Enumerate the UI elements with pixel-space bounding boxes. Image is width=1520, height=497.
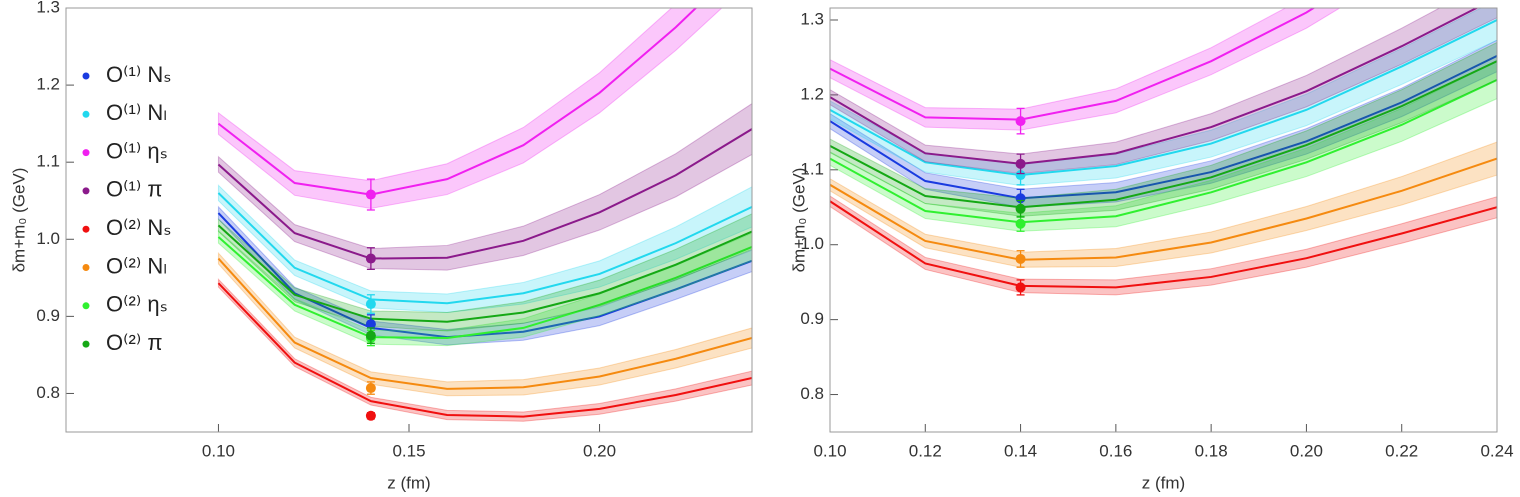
data-point: [365, 410, 376, 421]
data-point: [365, 319, 376, 330]
data-point: [365, 189, 376, 200]
series-line: [830, 8, 1479, 165]
y-tick-label: 1.3: [800, 9, 824, 28]
series-line: [217, 8, 698, 196]
panel: 0.10 0.15 0.20 0.8 0.9 1.0 1.1 1.2 1.3 z (fm) δm+m…: [9, 0, 753, 492]
data-point: [1015, 116, 1026, 127]
x-tick-label: 0.12: [909, 441, 942, 460]
data-point: [1015, 170, 1026, 181]
legend-label: O⁽¹⁾ ηₛ: [106, 138, 168, 163]
legend-marker: [82, 110, 90, 118]
data-point: [1015, 158, 1026, 169]
series-line: [830, 79, 1497, 224]
x-tick-label: 0.10: [813, 441, 846, 460]
legend-label: O⁽¹⁾ Nₛ: [106, 62, 171, 87]
series-line: [217, 128, 752, 260]
axes-frame: [65, 7, 753, 433]
data-point: [1015, 203, 1026, 214]
error-band: [217, 278, 752, 422]
error-band: [830, 39, 1497, 208]
data-point: [1015, 253, 1026, 264]
x-tick-label: 0.18: [1195, 441, 1228, 460]
legend-marker: [82, 302, 90, 310]
x-tick-label: 0.10: [202, 441, 235, 460]
series-line: [830, 19, 1497, 177]
data-point: [365, 330, 376, 341]
y-axis-label: δm+m₀ (GeV): [789, 168, 808, 273]
y-tick-label: 1.2: [36, 75, 60, 94]
y-tick-label: 1.0: [36, 229, 60, 248]
series-line: [217, 282, 752, 418]
x-axis-label: z (fm): [387, 473, 430, 492]
y-axis-label: δm+m₀ (GeV): [9, 168, 28, 273]
series-line: [217, 192, 752, 305]
legend-label: O⁽²⁾ ηₛ: [106, 292, 168, 317]
data-point: [1015, 282, 1026, 293]
x-tick-label: 0.22: [1385, 441, 1418, 460]
error-band: [217, 102, 752, 271]
series-line: [830, 200, 1497, 289]
plot-area: [830, 8, 1497, 296]
error-band: [830, 195, 1497, 296]
legend-label: O⁽¹⁾ π: [106, 177, 163, 202]
legend-label: O⁽²⁾ Nₗ: [106, 253, 167, 278]
error-band: [217, 184, 752, 314]
y-tick-label: 0.9: [36, 306, 60, 325]
y-tick-label: 0.8: [800, 384, 824, 403]
legend-label: O⁽¹⁾ Nₗ: [106, 100, 167, 125]
series-line: [830, 157, 1497, 261]
error-band: [830, 141, 1497, 268]
x-tick-label: 0.16: [1099, 441, 1132, 460]
legend-marker: [82, 149, 90, 157]
series-line: [217, 236, 752, 339]
series-line: [830, 55, 1497, 200]
legend-marker: [82, 72, 90, 80]
y-tick-label: 0.9: [800, 309, 824, 328]
x-axis-label: z (fm): [1142, 473, 1185, 492]
series-line: [217, 257, 752, 390]
x-tick-label: 0.20: [1290, 441, 1323, 460]
y-tick-label: 1.2: [800, 84, 824, 103]
x-tick-label: 0.15: [392, 441, 425, 460]
x-tick-label: 0.14: [1004, 441, 1037, 460]
x-tick-label: 0.24: [1480, 441, 1513, 460]
panel: 0.10 0.12 0.14 0.16 0.18 0.20 0.22 0.24 0.8 0.9 1.…: [789, 7, 1514, 492]
error-band: [830, 60, 1497, 232]
data-point: [365, 253, 376, 264]
y-tick-label: 0.8: [36, 383, 60, 402]
series-line: [830, 8, 1316, 121]
y-tick-label: 1.1: [800, 159, 824, 178]
legend-marker: [82, 187, 90, 195]
error-band: [217, 251, 752, 397]
data-point: [365, 299, 376, 310]
series-line: [217, 224, 752, 323]
legend-marker: [82, 264, 90, 271]
y-tick-label: 1.3: [36, 0, 60, 16]
y-tick-label: 1.1: [36, 152, 60, 171]
data-point: [1015, 218, 1026, 229]
x-tick-label: 0.20: [583, 441, 616, 460]
data-point: [365, 383, 376, 394]
error-band: [830, 8, 1341, 131]
legend-marker: [82, 225, 90, 233]
plot-area: [217, 8, 752, 422]
legend-label: O⁽²⁾ Nₛ: [106, 215, 171, 240]
series-line: [830, 60, 1497, 209]
error-band: [830, 41, 1497, 217]
axes-frame: [829, 7, 1498, 433]
error-band: [217, 213, 752, 332]
y-tick-label: 1.0: [800, 234, 824, 253]
legend-marker: [82, 340, 90, 348]
legend-label: O⁽²⁾ π: [106, 330, 163, 355]
